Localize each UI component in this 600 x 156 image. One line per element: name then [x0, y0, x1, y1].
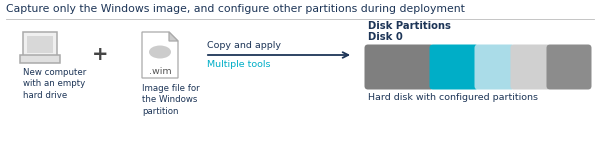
Text: Capture only the Windows image, and configure other partitions during deployment: Capture only the Windows image, and conf… [6, 4, 465, 14]
Text: Disk Partitions: Disk Partitions [368, 21, 451, 31]
Text: .wim: .wim [149, 66, 172, 76]
Text: Hard disk with configured partitions: Hard disk with configured partitions [368, 93, 538, 102]
FancyBboxPatch shape [430, 44, 479, 90]
Text: Multiple tools: Multiple tools [207, 60, 271, 69]
Ellipse shape [149, 46, 171, 58]
FancyBboxPatch shape [20, 55, 60, 63]
Text: Copy and apply: Copy and apply [207, 41, 281, 50]
Text: Image file for
the Windows
partition: Image file for the Windows partition [142, 84, 200, 116]
FancyBboxPatch shape [475, 44, 515, 90]
FancyBboxPatch shape [547, 44, 592, 90]
Text: Disk 0: Disk 0 [368, 32, 403, 42]
Text: +: + [92, 44, 108, 63]
FancyBboxPatch shape [511, 44, 551, 90]
Polygon shape [169, 32, 178, 41]
Text: New computer
with an empty
hard drive: New computer with an empty hard drive [23, 68, 86, 100]
Polygon shape [142, 32, 178, 78]
FancyBboxPatch shape [365, 44, 433, 90]
Bar [27, 36, 53, 53]
FancyBboxPatch shape [23, 32, 57, 56]
